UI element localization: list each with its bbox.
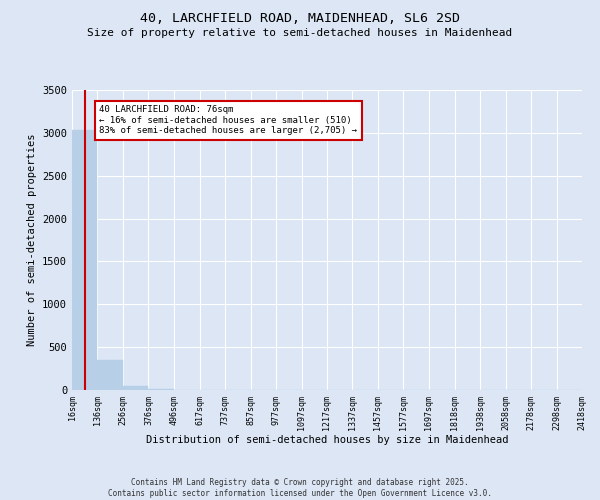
- Bar: [72, 130, 97, 390]
- Bar: [123, 386, 148, 390]
- Y-axis label: Number of semi-detached properties: Number of semi-detached properties: [26, 134, 37, 346]
- Text: 40 LARCHFIELD ROAD: 76sqm
← 16% of semi-detached houses are smaller (510)
83% of: 40 LARCHFIELD ROAD: 76sqm ← 16% of semi-…: [100, 106, 358, 135]
- Bar: [97, 360, 123, 390]
- Text: 40, LARCHFIELD ROAD, MAIDENHEAD, SL6 2SD: 40, LARCHFIELD ROAD, MAIDENHEAD, SL6 2SD: [140, 12, 460, 26]
- Text: Contains HM Land Registry data © Crown copyright and database right 2025.
Contai: Contains HM Land Registry data © Crown c…: [108, 478, 492, 498]
- X-axis label: Distribution of semi-detached houses by size in Maidenhead: Distribution of semi-detached houses by …: [146, 436, 508, 446]
- Text: Size of property relative to semi-detached houses in Maidenhead: Size of property relative to semi-detach…: [88, 28, 512, 38]
